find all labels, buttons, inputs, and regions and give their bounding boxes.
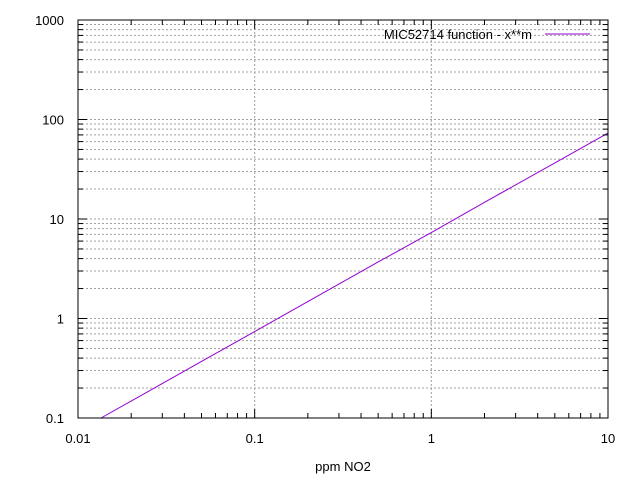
legend-label: MIC52714 function - x**m [384, 27, 532, 42]
x-tick-label: 0.01 [65, 431, 90, 446]
grid [77, 20, 608, 419]
series-line-0 [100, 132, 609, 419]
y-tick-label: 0.1 [46, 411, 64, 426]
series-layer [100, 132, 609, 419]
x-tick-label: 0.1 [246, 431, 264, 446]
tick-marks [77, 20, 608, 419]
y-tick-label: 1 [57, 312, 64, 327]
y-tick-label: 100 [42, 113, 64, 128]
y-tick-label: 10 [50, 212, 64, 227]
x-tick-label: 10 [601, 431, 615, 446]
y-tick-label: 1000 [35, 13, 64, 28]
x-axis-label: ppm NO2 [315, 459, 371, 474]
legend: MIC52714 function - x**m [384, 27, 590, 42]
x-tick-label: 1 [428, 431, 435, 446]
